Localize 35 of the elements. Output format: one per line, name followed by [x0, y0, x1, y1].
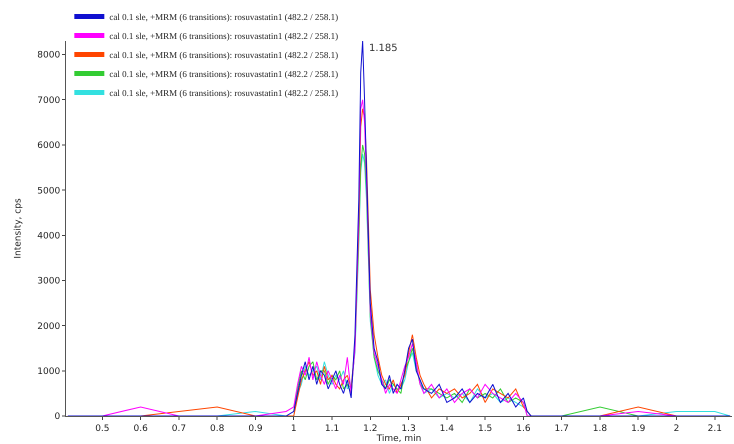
y-tick-label: 4000 [37, 231, 60, 242]
x-tick-label: 2.1 [708, 424, 722, 434]
x-tick-label: 1.1 [324, 424, 340, 434]
x-tick-label: 0.8 [210, 424, 225, 434]
legend-label: cal 0.1 sle, +MRM (6 transitions): rosuvastatin1 (482.2 / 258.1) [109, 88, 338, 98]
x-tick-label: 1.6 [516, 424, 531, 434]
x-tick-label: 0.6 [133, 424, 148, 434]
x-tick-label: 1.2 [363, 424, 378, 434]
legend-label: cal 0.1 sle, +MRM (6 transitions): rosuvastatin1 (482.2 / 258.1) [109, 31, 338, 42]
x-tick-label: 1.3 [401, 424, 416, 434]
annotation: 1.185 [369, 43, 398, 54]
y-tick-label: 3000 [37, 276, 60, 287]
y-tick-label: 1000 [37, 366, 60, 377]
y-tick-label: 7000 [37, 96, 60, 106]
x-tick-label: 0.5 [95, 424, 110, 434]
y-tick-label: 5000 [37, 186, 60, 196]
legend-label: cal 0.1 sle, +MRM (6 transitions): rosuvastatin1 (482.2 / 258.1) [109, 50, 338, 60]
x-tick-label: 1.5 [478, 424, 492, 434]
y-tick-label: 2000 [37, 322, 60, 332]
x-tick-label: 0.9 [248, 424, 263, 434]
x-axis-title: Time, min [376, 434, 422, 444]
x-tick-label: 2 [674, 424, 680, 434]
y-tick-label: 8000 [37, 50, 60, 61]
y-tick-label: 6000 [37, 141, 60, 152]
x-tick-label: 1.9 [631, 424, 646, 434]
legend-label: cal 0.1 sle, +MRM (6 transitions): rosuvastatin1 (482.2 / 258.1) [109, 69, 338, 80]
y-tick-label: 0 [54, 412, 60, 422]
x-tick-label: 1.4 [440, 424, 454, 434]
line-series [67, 41, 731, 416]
x-tick-label: 1 [290, 424, 297, 434]
x-tick-label: 0.7 [172, 424, 186, 434]
y-axis-title: Intensity, cps [14, 198, 24, 259]
legend-label: cal 0.1 sle, +MRM (6 transitions): rosuvastatin1 (482.2 / 258.1) [109, 12, 338, 22]
x-tick-label: 1.8 [592, 424, 608, 434]
x-tick-label: 1.7 [554, 424, 569, 434]
